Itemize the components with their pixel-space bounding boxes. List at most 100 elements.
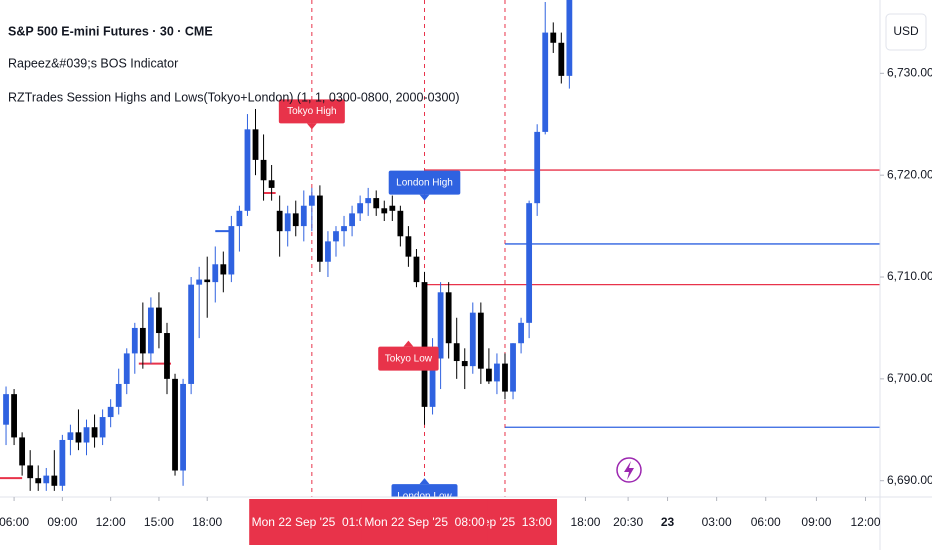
label-pointer — [419, 194, 430, 201]
label-text: London High — [396, 177, 453, 188]
x-tick-label: 18:00 — [570, 515, 600, 529]
currency-button[interactable] — [885, 13, 927, 51]
candle-body — [196, 279, 203, 285]
currency-label[interactable]: USD — [893, 24, 919, 38]
y-tick-label: 6,730.00 — [887, 65, 932, 79]
candle-body — [123, 353, 130, 384]
candle-body — [188, 284, 195, 384]
y-tick-label: 6,690.00 — [887, 473, 932, 487]
candle-body — [83, 427, 90, 443]
candle-body — [526, 203, 533, 323]
candle-body — [316, 195, 323, 262]
candle-body — [445, 292, 452, 344]
candle-body — [27, 465, 34, 479]
candle-body — [115, 383, 122, 407]
candle-body — [67, 432, 74, 440]
x-tick-label: 15:00 — [144, 515, 174, 529]
x-tick-label: 09:00 — [801, 515, 831, 529]
x-tick-label: 18:00 — [192, 515, 222, 529]
candle-body — [325, 241, 331, 262]
label-box — [388, 170, 461, 195]
candle-body — [220, 264, 227, 275]
candle-body — [308, 195, 315, 206]
candle-body — [429, 358, 436, 407]
session-date-label: Mon 22 Sep '25 08:00 — [364, 515, 485, 529]
candle-body — [300, 205, 307, 227]
session-date-box — [249, 499, 375, 545]
label-text: Tokyo High — [287, 106, 336, 117]
session-label: Tokyo Low — [378, 340, 439, 371]
label-pointer — [306, 123, 317, 130]
candle-body — [558, 42, 565, 76]
candle-body — [405, 236, 412, 257]
candle-body — [51, 475, 58, 486]
candle-body — [35, 478, 42, 484]
candle-body — [284, 213, 291, 232]
candle-body — [75, 432, 82, 443]
label-pointer — [403, 340, 414, 347]
candle-body — [349, 213, 355, 227]
label-pointer — [419, 478, 430, 485]
candle-body — [461, 361, 468, 367]
candle-body — [485, 368, 492, 382]
y-tick-label: 6,710.00 — [887, 269, 932, 283]
candle-body — [212, 264, 219, 283]
y-tick-label: 6,700.00 — [887, 371, 932, 385]
candle-body — [413, 256, 420, 283]
candle-body — [172, 378, 178, 471]
candle-body — [566, 0, 573, 76]
x-tick-label: 03:00 — [702, 515, 732, 529]
plot-area: Tokyo High London High Tokyo Low London Low — [0, 0, 880, 497]
label-box — [391, 484, 458, 497]
candle-body — [164, 333, 170, 379]
candle-body — [91, 427, 98, 438]
candle-body — [147, 307, 154, 354]
x-tick-label: 06:00 — [751, 515, 781, 529]
candle-body — [542, 32, 549, 132]
candle-body — [389, 205, 396, 211]
candle-body — [268, 180, 275, 188]
candle-body — [518, 322, 524, 344]
y-tick-label: 6,720.00 — [887, 167, 932, 181]
candle-body — [534, 131, 541, 204]
candle-body — [276, 210, 283, 232]
candle-body — [550, 32, 557, 43]
session-label: Tokyo High — [278, 99, 345, 130]
alert-icon[interactable] — [616, 457, 642, 483]
candle-body — [236, 210, 243, 227]
label-text: Tokyo Low — [385, 353, 433, 364]
candle-body — [11, 394, 17, 438]
candle-body — [99, 417, 106, 438]
candle-body — [333, 231, 339, 242]
candle-body — [381, 208, 388, 214]
candle-body — [43, 475, 50, 484]
indicator-label: Rapeez&#039;s BOS Indicator — [8, 56, 178, 70]
candle-body — [252, 129, 259, 160]
candle-body — [469, 312, 476, 367]
candle-body — [3, 394, 9, 425]
x-tick-label: 09:00 — [47, 515, 77, 529]
candle-body — [373, 198, 380, 209]
label-box — [278, 99, 345, 124]
candle-body — [292, 213, 299, 227]
candle-body — [204, 279, 211, 283]
candle-body — [510, 343, 516, 392]
candle-body — [244, 129, 251, 211]
candle-body — [502, 363, 508, 392]
x-tick-label: 23 — [661, 515, 675, 529]
candle-body — [180, 383, 186, 471]
candle-body — [19, 437, 26, 466]
indicator-label: RZTrades Session Highs and Lows(Tokyo+Lo… — [8, 90, 460, 104]
candle-body — [453, 343, 460, 362]
x-tick-label: 12:00 — [96, 515, 126, 529]
candle-body — [357, 203, 364, 214]
candle-body — [260, 159, 267, 181]
x-tick-label: 06:00 — [0, 515, 29, 529]
candle-body — [139, 327, 146, 354]
x-tick-label: 20:30 — [613, 515, 643, 529]
candle-body — [477, 312, 484, 369]
session-date-label: Mon 22 Sep '25 01:00 — [252, 515, 373, 529]
candle-body — [494, 363, 500, 382]
